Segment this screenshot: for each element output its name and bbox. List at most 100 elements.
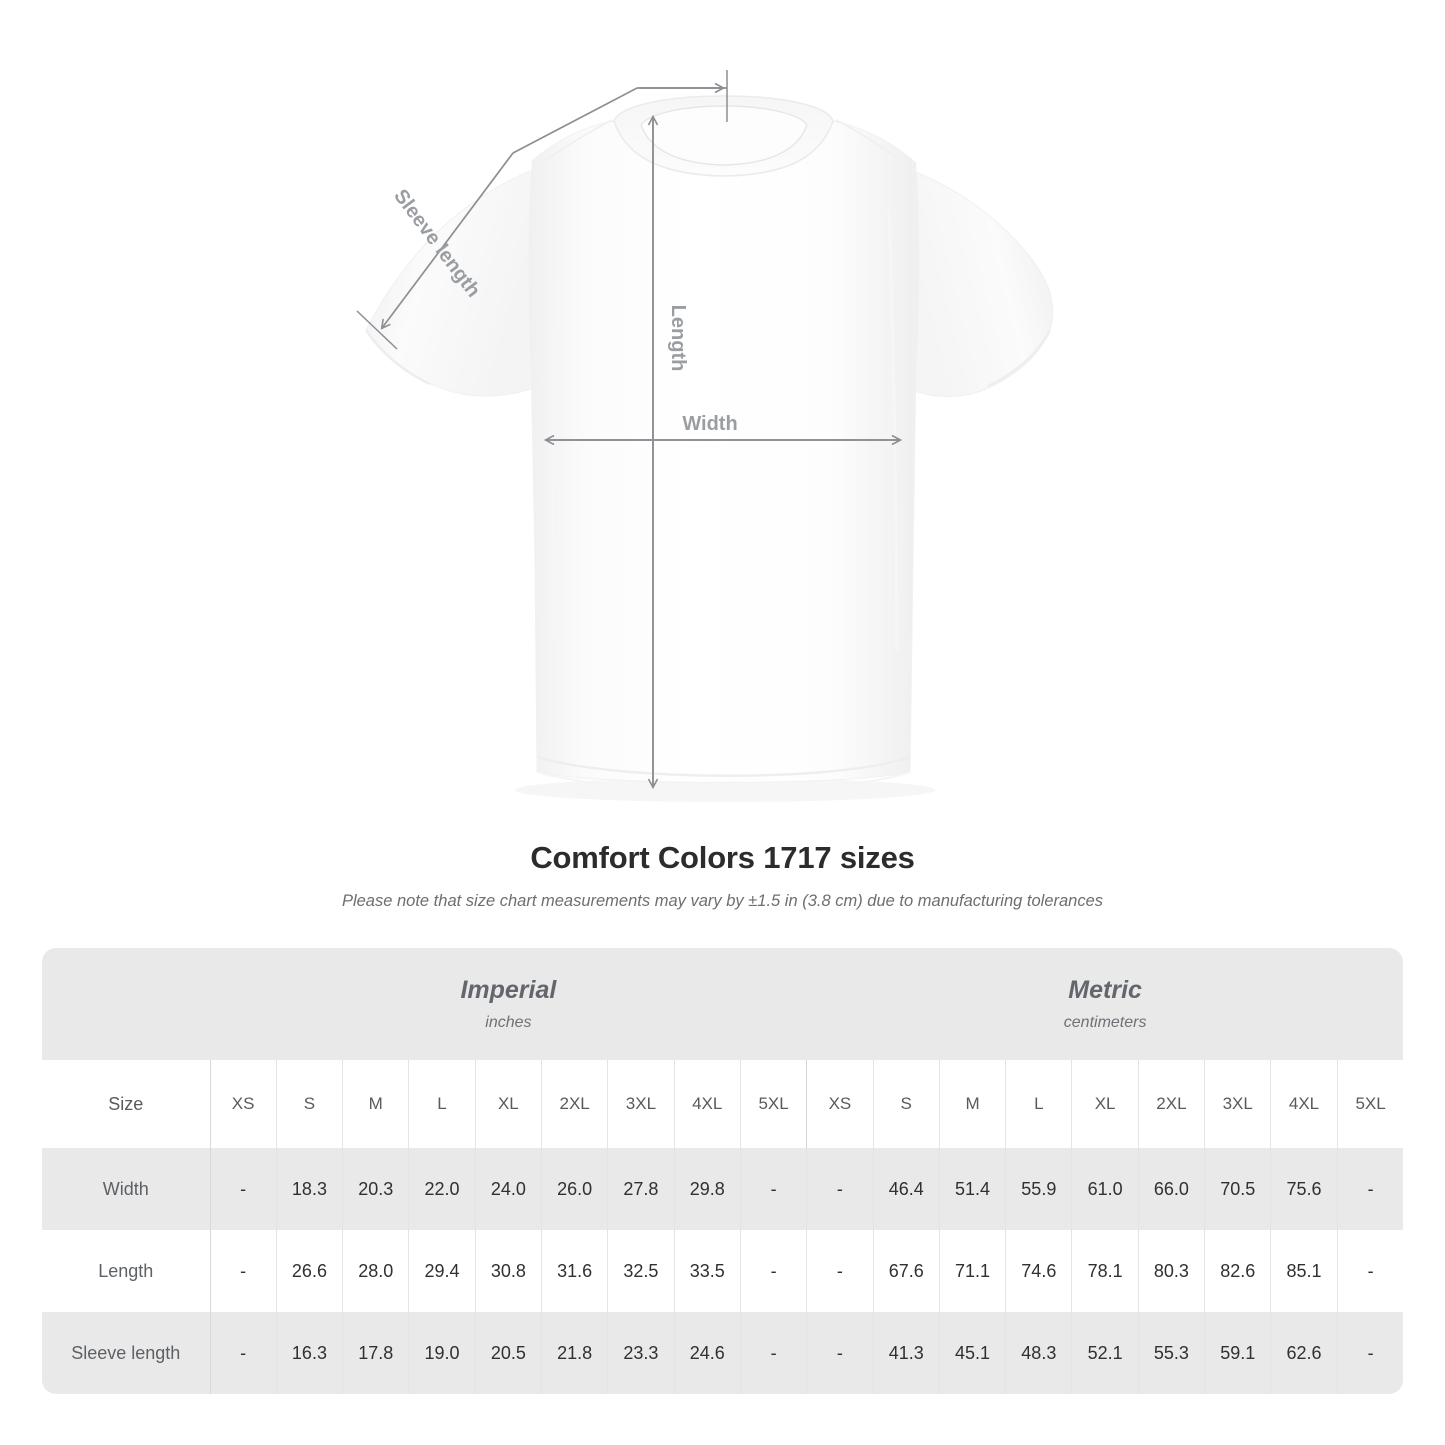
cell-width-metric-xs: - xyxy=(806,1148,874,1230)
cell-width-imperial-3xl: 27.8 xyxy=(607,1148,675,1230)
cell-width-imperial-5xl: - xyxy=(740,1148,808,1230)
cell-width-metric-3xl: 70.5 xyxy=(1204,1148,1272,1230)
cell-length-metric-l: 74.6 xyxy=(1005,1230,1073,1312)
table-size-header-row: Size XS S M L XL 2XL 3XL 4XL 5XL XS S M L XL 2XL 3XL 4XL 5… xyxy=(42,1060,1404,1148)
length-label: Length xyxy=(667,305,689,372)
cell-width-imperial-2xl: 26.0 xyxy=(541,1148,609,1230)
shoulder-reference-guide xyxy=(640,70,728,122)
tshirt-artwork xyxy=(364,95,1054,802)
column-header-imperial-2xl: 2XL xyxy=(541,1060,609,1148)
column-header-imperial-m: M xyxy=(342,1060,410,1148)
left-armhole-seam xyxy=(528,159,534,389)
cell-sleeve-length-imperial-m: 17.8 xyxy=(342,1312,410,1394)
fold-right xyxy=(887,209,899,651)
cell-sleeve-length-imperial-xs: - xyxy=(210,1312,277,1394)
column-header-imperial-4xl: 4XL xyxy=(674,1060,741,1148)
cell-width-metric-4xl: 75.6 xyxy=(1270,1148,1338,1230)
column-header-metric-2xl: 2XL xyxy=(1138,1060,1206,1148)
cell-width-metric-2xl: 66.0 xyxy=(1138,1148,1206,1230)
cell-sleeve-length-imperial-5xl: - xyxy=(740,1312,808,1394)
cell-sleeve-length-metric-4xl: 62.6 xyxy=(1270,1312,1338,1394)
cell-sleeve-length-metric-2xl: 55.3 xyxy=(1138,1312,1206,1394)
column-header-imperial-5xl: 5XL xyxy=(740,1060,808,1148)
cell-length-metric-xl: 78.1 xyxy=(1071,1230,1139,1312)
measurement-guides xyxy=(356,70,900,787)
cell-sleeve-length-imperial-xl: 20.5 xyxy=(475,1312,542,1394)
cell-length-imperial-s: 26.6 xyxy=(276,1230,344,1312)
tshirt-diagram: Sleeve length Length Width xyxy=(356,70,1054,802)
row-label-length: Length xyxy=(42,1230,211,1312)
width-label: Width xyxy=(682,413,737,435)
column-header-metric-l: L xyxy=(1005,1060,1073,1148)
cell-length-imperial-4xl: 33.5 xyxy=(674,1230,741,1312)
left-sleeve xyxy=(365,169,534,397)
cell-length-metric-xs: - xyxy=(806,1230,874,1312)
cell-width-imperial-m: 20.3 xyxy=(342,1148,410,1230)
collar-inner xyxy=(640,105,808,166)
cell-sleeve-length-imperial-3xl: 23.3 xyxy=(607,1312,675,1394)
cell-width-metric-s: 46.4 xyxy=(873,1148,940,1230)
right-armhole-seam xyxy=(913,161,920,391)
cell-sleeve-length-metric-xl: 52.1 xyxy=(1071,1312,1139,1394)
cell-length-metric-m: 71.1 xyxy=(939,1230,1007,1312)
cell-width-imperial-l: 22.0 xyxy=(408,1148,476,1230)
cell-width-imperial-s: 18.3 xyxy=(276,1148,344,1230)
shirt-body xyxy=(528,120,919,783)
cell-sleeve-length-metric-m: 45.1 xyxy=(939,1312,1007,1394)
bottom-hem xyxy=(536,755,911,777)
cell-length-imperial-3xl: 32.5 xyxy=(607,1230,675,1312)
size-chart-table-wrapper: Imperial inches Metric centimeters Size XS S M L… xyxy=(42,948,1404,1394)
column-header-metric-5xl: 5XL xyxy=(1337,1060,1404,1148)
cell-width-imperial-4xl: 29.8 xyxy=(674,1148,741,1230)
column-header-imperial-3xl: 3XL xyxy=(607,1060,675,1148)
cell-sleeve-length-metric-xs: - xyxy=(806,1312,874,1394)
size-chart-table: Imperial inches Metric centimeters Size XS S M L… xyxy=(42,948,1404,1394)
table-row: Length -26.6 28.0 29.4 30.8 31.6 32.5 33.5- -67.… xyxy=(42,1230,1404,1312)
column-header-imperial-s: S xyxy=(276,1060,344,1148)
cell-width-metric-m: 51.4 xyxy=(939,1148,1007,1230)
group-unit: centimeters xyxy=(1063,1013,1147,1031)
cell-width-metric-5xl: - xyxy=(1337,1148,1404,1230)
cell-width-metric-xl: 61.0 xyxy=(1071,1148,1139,1230)
cell-sleeve-length-imperial-s: 16.3 xyxy=(276,1312,344,1394)
right-shoulder-seam xyxy=(835,119,904,163)
column-header-imperial-xl: XL xyxy=(475,1060,542,1148)
right-sleeve-hem xyxy=(987,329,1052,388)
column-header-imperial-l: L xyxy=(408,1060,476,1148)
left-shoulder-seam xyxy=(544,119,613,161)
cell-length-metric-s: 67.6 xyxy=(873,1230,940,1312)
group-header-spacer xyxy=(42,948,210,1060)
table-row: Sleeve length -16.3 17.8 19.0 20.5 21.8 23.3 24… xyxy=(42,1312,1404,1394)
tolerance-note: Please note that size chart measurements… xyxy=(341,892,1104,910)
group-name: Metric xyxy=(1068,975,1142,1004)
bottom-hem-edge xyxy=(536,771,911,791)
group-header-imperial: Imperial inches xyxy=(210,948,807,1060)
column-header-metric-3xl: 3XL xyxy=(1204,1060,1272,1148)
cell-length-imperial-xs: - xyxy=(210,1230,277,1312)
cell-sleeve-length-imperial-4xl: 24.6 xyxy=(674,1312,741,1394)
column-header-metric-s: S xyxy=(873,1060,940,1148)
cell-sleeve-length-metric-s: 41.3 xyxy=(873,1312,940,1394)
row-label-width: Width xyxy=(42,1148,211,1230)
cell-sleeve-length-imperial-l: 19.0 xyxy=(408,1312,476,1394)
cell-length-imperial-xl: 30.8 xyxy=(475,1230,542,1312)
group-unit: inches xyxy=(485,1013,532,1031)
group-name: Imperial xyxy=(460,975,557,1004)
cell-sleeve-length-metric-3xl: 59.1 xyxy=(1204,1312,1272,1394)
cell-length-metric-3xl: 82.6 xyxy=(1204,1230,1272,1312)
fold-left xyxy=(549,199,562,641)
page-title: Comfort Colors 1717 sizes xyxy=(530,840,915,875)
column-header-metric-m: M xyxy=(939,1060,1007,1148)
cell-sleeve-length-metric-l: 48.3 xyxy=(1005,1312,1073,1394)
title-block: Comfort Colors 1717 sizes Please note th… xyxy=(0,838,1445,914)
column-header-size: Size xyxy=(42,1060,211,1148)
column-header-metric-xs: XS xyxy=(806,1060,874,1148)
cell-length-imperial-5xl: - xyxy=(740,1230,808,1312)
left-sleeve-hem xyxy=(364,329,431,386)
cell-length-imperial-2xl: 31.6 xyxy=(541,1230,609,1312)
table-group-header-row: Imperial inches Metric centimeters xyxy=(42,948,1404,1060)
tshirt-measurement-illustration: Sleeve length Length Width xyxy=(356,70,1054,802)
right-sleeve xyxy=(912,171,1054,398)
cell-length-metric-2xl: 80.3 xyxy=(1138,1230,1206,1312)
table-row: Width -18.3 20.3 22.0 24.0 26.0 27.8 29.8- -46.4… xyxy=(42,1148,1404,1230)
